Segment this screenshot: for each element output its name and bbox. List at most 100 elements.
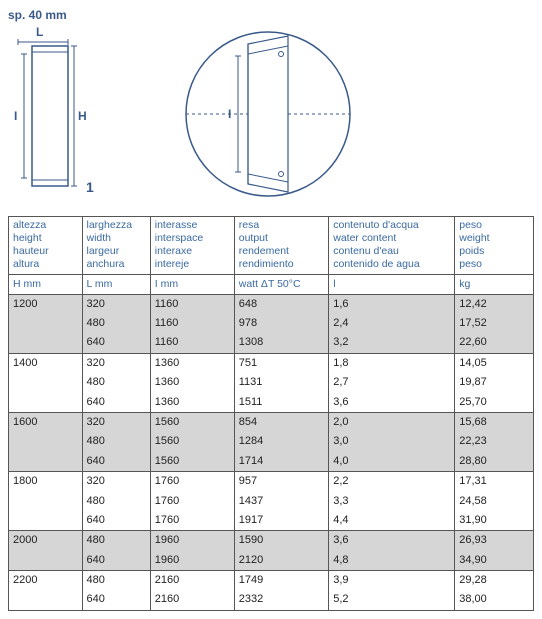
table-row: 160032015608542,015,68 — [9, 412, 534, 432]
cell — [9, 551, 83, 571]
cell: 1,6 — [329, 294, 455, 314]
cell: 2120 — [234, 551, 329, 571]
cell: 957 — [234, 472, 329, 492]
col-unit: L mm — [82, 274, 150, 294]
cell: 5,2 — [329, 590, 455, 610]
cell: 4,0 — [329, 452, 455, 472]
cell: 2332 — [234, 590, 329, 610]
cell: 2160 — [150, 590, 234, 610]
col-header: contenuto d'acquawater contentcontenu d'… — [329, 217, 455, 275]
cell: 1160 — [150, 294, 234, 314]
table-row: 640176019174,431,90 — [9, 511, 534, 531]
label-1: 1 — [86, 179, 94, 195]
cell: 1437 — [234, 492, 329, 511]
cell: 640 — [82, 333, 150, 353]
cell — [9, 452, 83, 472]
cell: 640 — [82, 590, 150, 610]
cell: 38,00 — [455, 590, 534, 610]
cell: 2,2 — [329, 472, 455, 492]
table-row: 480176014373,324,58 — [9, 492, 534, 511]
cell: 1600 — [9, 412, 83, 432]
cell: 648 — [234, 294, 329, 314]
col-header: altezzaheighthauteuraltura — [9, 217, 83, 275]
cell — [9, 333, 83, 353]
table-row: 2200480216017493,929,28 — [9, 571, 534, 591]
cell: 1360 — [150, 393, 234, 413]
cell: 3,6 — [329, 393, 455, 413]
cell: 480 — [82, 492, 150, 511]
cell: 1960 — [150, 551, 234, 571]
cell — [9, 432, 83, 451]
table-row: 640216023325,238,00 — [9, 590, 534, 610]
cell: 3,6 — [329, 531, 455, 551]
cell: 978 — [234, 314, 329, 333]
cell: 12,42 — [455, 294, 534, 314]
cell: 22,23 — [455, 432, 534, 451]
cell: 1714 — [234, 452, 329, 472]
cell: 480 — [82, 373, 150, 392]
cell: 3,9 — [329, 571, 455, 591]
cell: 480 — [82, 531, 150, 551]
cell: 3,0 — [329, 432, 455, 451]
col-header: pesoweightpoidspeso — [455, 217, 534, 275]
cell: 480 — [82, 314, 150, 333]
cell: 26,93 — [455, 531, 534, 551]
cell: 2200 — [9, 571, 83, 591]
cell: 1960 — [150, 531, 234, 551]
cell: 22,60 — [455, 333, 534, 353]
cell: 34,90 — [455, 551, 534, 571]
cell — [9, 393, 83, 413]
cell: 1160 — [150, 333, 234, 353]
cell: 29,28 — [455, 571, 534, 591]
cell: 1760 — [150, 511, 234, 531]
cell: 1400 — [9, 353, 83, 373]
col-header: interasseinterspaceinteraxeintereje — [150, 217, 234, 275]
cell: 31,90 — [455, 511, 534, 531]
col-header: larghezzawidthlargeuranchura — [82, 217, 150, 275]
table-row: 140032013607511,814,05 — [9, 353, 534, 373]
cell: 4,8 — [329, 551, 455, 571]
cell: 640 — [82, 393, 150, 413]
table-row: 640156017144,028,80 — [9, 452, 534, 472]
cell: 640 — [82, 511, 150, 531]
cell: 751 — [234, 353, 329, 373]
cell: 25,70 — [455, 393, 534, 413]
cell — [9, 511, 83, 531]
cell: 17,31 — [455, 472, 534, 492]
cell: 24,58 — [455, 492, 534, 511]
cell: 2160 — [150, 571, 234, 591]
cell: 480 — [82, 571, 150, 591]
cell: 1560 — [150, 432, 234, 451]
table-row: 480136011312,719,87 — [9, 373, 534, 392]
cell: 3,3 — [329, 492, 455, 511]
cell: 1131 — [234, 373, 329, 392]
cell: 2,4 — [329, 314, 455, 333]
table-row: 120032011606481,612,42 — [9, 294, 534, 314]
cell: 854 — [234, 412, 329, 432]
cell: 1749 — [234, 571, 329, 591]
cell: 640 — [82, 551, 150, 571]
col-unit: watt ΔT 50°C — [234, 274, 329, 294]
cell: 1511 — [234, 393, 329, 413]
table-body: 120032011606481,612,4248011609782,417,52… — [9, 294, 534, 610]
col-unit: H mm — [9, 274, 83, 294]
panel-diagram: L H I 1 — [8, 24, 118, 204]
cell: 1360 — [150, 373, 234, 392]
cell: 17,52 — [455, 314, 534, 333]
cell: 640 — [82, 452, 150, 472]
cell: 1,8 — [329, 353, 455, 373]
cell: 3,2 — [329, 333, 455, 353]
table-row: 480156012843,022,23 — [9, 432, 534, 451]
cell: 14,05 — [455, 353, 534, 373]
cell: 15,68 — [455, 412, 534, 432]
cell: 1560 — [150, 452, 234, 472]
cell: 1760 — [150, 472, 234, 492]
cell: 320 — [82, 353, 150, 373]
cell: 1590 — [234, 531, 329, 551]
cell: 1760 — [150, 492, 234, 511]
cell: 1308 — [234, 333, 329, 353]
cell — [9, 373, 83, 392]
table-row: 640196021204,834,90 — [9, 551, 534, 571]
col-unit: I mm — [150, 274, 234, 294]
label-I-detail: I — [228, 107, 231, 121]
